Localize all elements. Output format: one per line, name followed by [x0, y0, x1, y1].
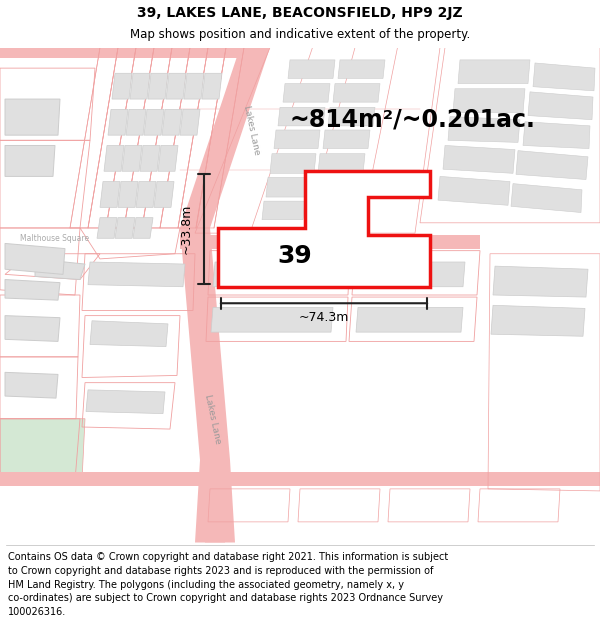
Polygon shape	[100, 181, 120, 208]
Polygon shape	[288, 60, 335, 78]
Polygon shape	[266, 177, 312, 197]
Polygon shape	[144, 109, 164, 135]
Polygon shape	[5, 372, 58, 398]
Polygon shape	[274, 130, 320, 149]
Polygon shape	[218, 171, 430, 287]
Text: Malthouse Square: Malthouse Square	[20, 234, 89, 242]
Polygon shape	[511, 184, 582, 213]
Polygon shape	[140, 146, 160, 171]
Text: ~814m²/~0.201ac.: ~814m²/~0.201ac.	[290, 107, 536, 132]
Polygon shape	[5, 99, 60, 135]
Text: Map shows position and indicative extent of the property.: Map shows position and indicative extent…	[130, 28, 470, 41]
Polygon shape	[333, 84, 380, 102]
Polygon shape	[88, 262, 185, 287]
Polygon shape	[184, 73, 204, 99]
Polygon shape	[278, 107, 325, 126]
Polygon shape	[491, 305, 585, 336]
Polygon shape	[438, 176, 510, 205]
Polygon shape	[126, 109, 146, 135]
Polygon shape	[180, 109, 200, 135]
Polygon shape	[180, 235, 480, 249]
Polygon shape	[262, 201, 305, 220]
Text: Contains OS data © Crown copyright and database right 2021. This information is : Contains OS data © Crown copyright and d…	[8, 552, 448, 617]
Polygon shape	[162, 109, 182, 135]
Polygon shape	[5, 316, 60, 341]
Polygon shape	[523, 122, 590, 149]
Polygon shape	[516, 151, 588, 179]
Polygon shape	[5, 243, 65, 274]
Polygon shape	[112, 73, 132, 99]
Polygon shape	[453, 89, 525, 112]
Polygon shape	[338, 60, 385, 78]
Polygon shape	[136, 181, 156, 208]
Polygon shape	[213, 262, 335, 287]
Polygon shape	[0, 419, 85, 481]
Polygon shape	[166, 73, 186, 99]
Polygon shape	[195, 460, 230, 542]
Polygon shape	[283, 84, 330, 102]
Polygon shape	[356, 308, 463, 332]
Text: ~33.8m: ~33.8m	[179, 204, 193, 254]
Polygon shape	[318, 154, 365, 173]
Polygon shape	[211, 308, 333, 332]
Polygon shape	[118, 181, 138, 208]
Polygon shape	[358, 262, 465, 287]
Text: Lakes Lane: Lakes Lane	[203, 393, 223, 444]
Polygon shape	[180, 228, 230, 460]
Polygon shape	[448, 117, 520, 142]
Polygon shape	[5, 146, 55, 176]
Polygon shape	[328, 107, 375, 126]
Polygon shape	[5, 279, 60, 300]
Text: 39: 39	[278, 244, 313, 268]
Polygon shape	[0, 472, 600, 486]
Polygon shape	[35, 259, 85, 279]
Polygon shape	[158, 146, 178, 171]
Polygon shape	[270, 154, 316, 173]
Polygon shape	[97, 217, 117, 238]
Polygon shape	[133, 217, 153, 238]
Polygon shape	[154, 181, 174, 208]
Polygon shape	[202, 73, 222, 99]
Polygon shape	[90, 321, 168, 346]
Text: ~74.3m: ~74.3m	[299, 311, 349, 324]
Polygon shape	[115, 217, 135, 238]
Polygon shape	[122, 146, 142, 171]
Polygon shape	[533, 63, 595, 91]
Polygon shape	[180, 48, 270, 228]
Polygon shape	[528, 92, 593, 120]
Text: Lakesfield: Lakesfield	[317, 268, 363, 277]
Polygon shape	[443, 146, 515, 173]
Polygon shape	[130, 73, 150, 99]
Text: Lakes Lane: Lakes Lane	[242, 104, 262, 156]
Polygon shape	[200, 460, 235, 542]
Polygon shape	[148, 73, 168, 99]
Polygon shape	[458, 60, 530, 84]
Polygon shape	[323, 130, 370, 149]
Polygon shape	[108, 109, 128, 135]
Polygon shape	[104, 146, 124, 171]
Text: 39, LAKES LANE, BEACONSFIELD, HP9 2JZ: 39, LAKES LANE, BEACONSFIELD, HP9 2JZ	[137, 6, 463, 20]
Polygon shape	[308, 201, 351, 220]
Polygon shape	[0, 48, 240, 58]
Polygon shape	[314, 177, 360, 197]
Polygon shape	[493, 266, 588, 297]
Polygon shape	[86, 390, 165, 414]
